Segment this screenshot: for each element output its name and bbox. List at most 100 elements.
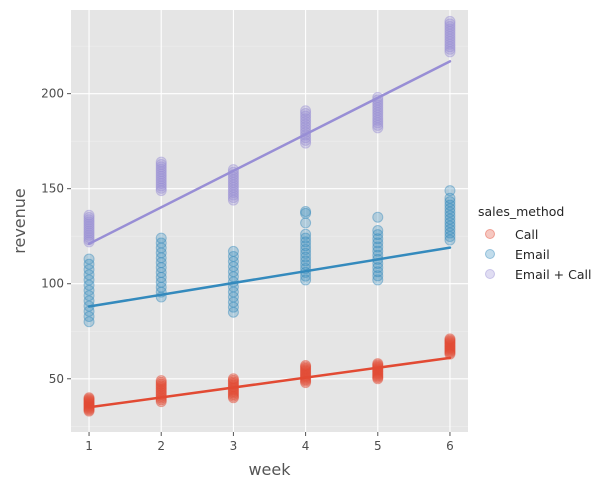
data-point bbox=[372, 211, 384, 223]
data-point bbox=[83, 269, 95, 281]
data-point bbox=[300, 205, 312, 217]
data-point bbox=[155, 262, 167, 274]
data-point bbox=[444, 192, 456, 204]
data-point bbox=[300, 236, 312, 248]
trend-line bbox=[87, 356, 452, 409]
data-point bbox=[372, 266, 384, 278]
data-point bbox=[227, 266, 239, 278]
data-point bbox=[372, 233, 384, 245]
data-point bbox=[444, 31, 456, 43]
data-point bbox=[155, 166, 167, 178]
data-point bbox=[155, 380, 167, 392]
data-point bbox=[227, 374, 239, 386]
data-point bbox=[444, 217, 456, 229]
y-axis-ticks: 50 100 150 200 bbox=[41, 87, 71, 386]
data-point bbox=[227, 194, 239, 206]
data-point bbox=[227, 179, 239, 191]
data-point bbox=[444, 41, 456, 53]
series-points bbox=[83, 185, 456, 328]
data-point bbox=[83, 227, 95, 239]
data-point bbox=[300, 364, 312, 376]
data-point bbox=[372, 274, 384, 286]
data-point bbox=[155, 378, 167, 390]
data-point bbox=[83, 263, 95, 275]
data-point bbox=[227, 245, 239, 257]
data-point bbox=[155, 385, 167, 397]
data-point bbox=[83, 225, 95, 237]
data-point bbox=[444, 343, 456, 355]
data-point bbox=[444, 20, 456, 32]
data-point bbox=[444, 220, 456, 232]
data-point bbox=[300, 207, 312, 219]
data-point bbox=[444, 337, 456, 349]
data-point bbox=[155, 161, 167, 173]
data-point bbox=[155, 185, 167, 197]
data-point bbox=[372, 104, 384, 116]
legend-title: sales_method bbox=[478, 204, 564, 219]
series-points bbox=[83, 15, 456, 248]
data-point bbox=[155, 232, 167, 244]
data-point bbox=[444, 185, 456, 197]
data-point bbox=[372, 99, 384, 111]
data-point bbox=[444, 213, 456, 225]
data-point bbox=[300, 255, 312, 267]
data-point bbox=[444, 206, 456, 218]
data-point bbox=[83, 209, 95, 221]
data-point bbox=[372, 245, 384, 257]
data-point bbox=[444, 28, 456, 40]
data-point bbox=[155, 158, 167, 170]
data-point bbox=[444, 340, 456, 352]
data-point bbox=[444, 33, 456, 45]
data-point bbox=[155, 170, 167, 182]
data-point bbox=[372, 225, 384, 237]
data-point bbox=[300, 274, 312, 286]
data-point bbox=[227, 390, 239, 402]
y-tick-label: 50 bbox=[49, 372, 64, 386]
data-point bbox=[372, 119, 384, 131]
data-point bbox=[372, 372, 384, 384]
data-point bbox=[444, 15, 456, 27]
data-point bbox=[444, 334, 456, 346]
data-point bbox=[300, 240, 312, 252]
data-point bbox=[300, 121, 312, 133]
data-point bbox=[372, 270, 384, 282]
data-point bbox=[227, 291, 239, 303]
data-point bbox=[227, 306, 239, 318]
data-point bbox=[444, 43, 456, 55]
data-point bbox=[372, 237, 384, 249]
data-point bbox=[83, 394, 95, 406]
trend-lines bbox=[87, 60, 452, 409]
data-point bbox=[300, 362, 312, 374]
legend-marker bbox=[485, 269, 495, 279]
data-point bbox=[372, 107, 384, 119]
x-axis-ticks: 1 2 3 4 5 6 bbox=[85, 432, 454, 453]
data-point bbox=[300, 107, 312, 119]
data-point bbox=[83, 229, 95, 241]
data-point bbox=[83, 311, 95, 323]
data-point bbox=[227, 186, 239, 198]
data-point bbox=[155, 383, 167, 395]
legend-label: Email + Call bbox=[515, 267, 591, 282]
x-tick-label: 3 bbox=[230, 439, 238, 453]
data-point bbox=[444, 199, 456, 211]
data-point bbox=[300, 228, 312, 240]
legend-label: Email bbox=[515, 247, 550, 262]
y-tick-label: 150 bbox=[41, 182, 64, 196]
data-point bbox=[83, 220, 95, 232]
data-point bbox=[444, 26, 456, 38]
data-point bbox=[372, 122, 384, 134]
legend: sales_method Call Email Email + Call bbox=[478, 204, 591, 282]
data-point bbox=[83, 212, 95, 224]
data-point bbox=[227, 389, 239, 401]
x-tick-label: 5 bbox=[374, 439, 382, 453]
data-point bbox=[372, 109, 384, 121]
data-point bbox=[155, 252, 167, 264]
data-point bbox=[372, 370, 384, 382]
plot-background bbox=[71, 10, 468, 432]
data-point bbox=[155, 276, 167, 288]
legend-label: Call bbox=[515, 227, 538, 242]
data-point bbox=[155, 182, 167, 194]
grid-lines bbox=[71, 10, 468, 432]
data-point bbox=[372, 114, 384, 126]
